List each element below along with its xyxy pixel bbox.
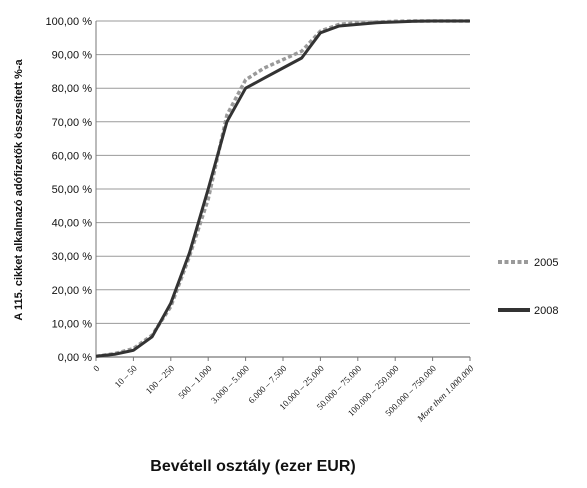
y-tick-label: 80,00 % [52, 83, 93, 95]
y-tick-label: 60,00 % [52, 150, 93, 162]
y-tick-label: 100,00 % [46, 16, 93, 28]
x-tick-label: 3.000 – 5.000 [209, 363, 251, 405]
gridlines [95, 20, 470, 358]
series-lines [95, 19, 470, 359]
x-tick-label: 100 – 250 [144, 363, 177, 396]
legend: 2005 2008 [498, 257, 558, 317]
x-tick-label: 0 [91, 363, 102, 374]
x-tick-label: 10 – 50 [113, 363, 140, 390]
y-tick-label: 10,00 % [52, 318, 93, 330]
y-tick-label: 0,00 % [58, 352, 92, 364]
x-tick-label: 500 – 1.000 [176, 363, 214, 401]
y-axis-ticks: 0,00 % 10,00 % 20,00 % 30,00 % 40,00 % 50,00 … [46, 16, 93, 364]
y-tick-label: 40,00 % [52, 218, 93, 230]
y-tick-label: 90,00 % [52, 50, 93, 62]
y-axis-label: A 115. cikket alkalmazó adófizetők össze… [13, 58, 25, 320]
series-line-2008 [95, 19, 470, 358]
legend-label-2005: 2005 [534, 257, 558, 269]
x-axis-label: Bevétell osztály (ezer EUR) [150, 458, 355, 475]
y-tick-label: 30,00 % [52, 251, 93, 263]
y-tick-label: 50,00 % [52, 184, 93, 196]
y-tick-label: 70,00 % [52, 117, 93, 129]
y-tick-label: 20,00 % [52, 285, 93, 297]
legend-label-2008: 2008 [534, 305, 558, 317]
